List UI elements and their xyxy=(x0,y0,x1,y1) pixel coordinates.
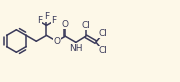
Text: F: F xyxy=(37,16,42,25)
Text: F: F xyxy=(44,12,49,21)
Text: Cl: Cl xyxy=(81,21,90,30)
Text: Cl: Cl xyxy=(98,46,107,55)
Text: Cl: Cl xyxy=(98,29,107,38)
Text: NH: NH xyxy=(69,44,82,53)
Text: F: F xyxy=(51,16,56,25)
Text: O: O xyxy=(62,20,69,29)
Text: O: O xyxy=(53,37,60,46)
